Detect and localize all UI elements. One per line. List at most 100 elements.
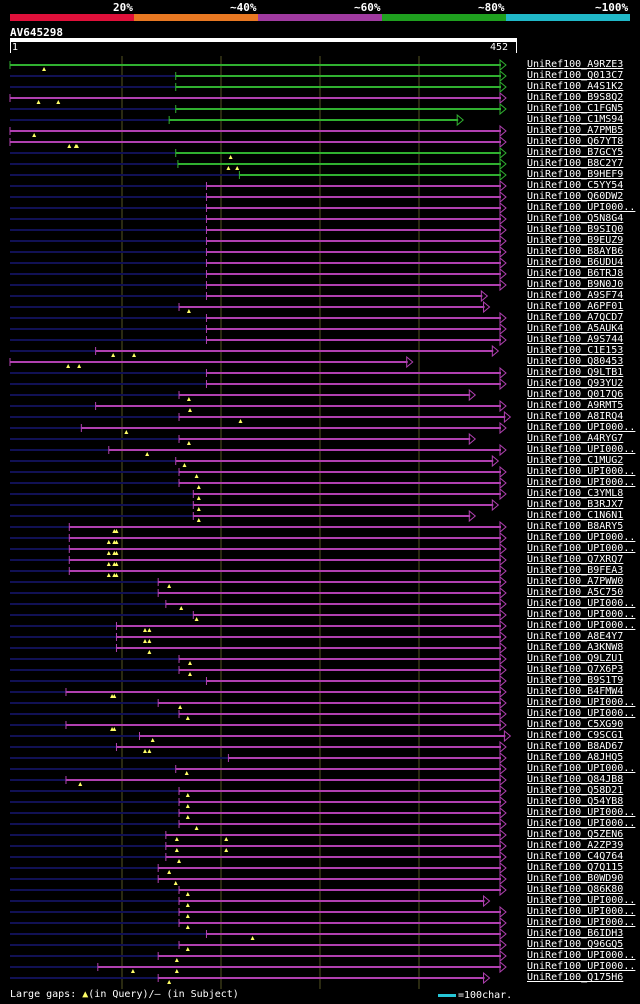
hit-arrowhead [503, 729, 512, 743]
hit-label-link[interactable]: UniRef100_B9SIQ0 [527, 224, 624, 235]
hit-label-link[interactable]: UniRef100_Q86K80 [527, 884, 624, 895]
hit-label-link[interactable]: UniRef100_UPI000.. [527, 807, 636, 818]
hit-label-link[interactable]: UniRef100_B7GCY5 [527, 147, 624, 158]
hit-label-link[interactable]: UniRef100_C1E153 [527, 345, 624, 356]
hit-label-link[interactable]: UniRef100_A4RYG7 [527, 433, 624, 444]
gap-triangle-icon [143, 639, 147, 643]
hit-label-link[interactable]: UniRef100_Q5N8G4 [527, 213, 624, 224]
hit-label-link[interactable]: UniRef100_UPI000.. [527, 532, 636, 543]
hit-label-link[interactable]: UniRef100_B8C2Y7 [527, 158, 624, 169]
hit-label-link[interactable]: UniRef100_B0WD90 [527, 873, 624, 884]
hit-label-link[interactable]: UniRef100_B8AYB6 [527, 246, 624, 257]
hit-label-link[interactable]: UniRef100_UPI000.. [527, 620, 636, 631]
hit-label-link[interactable]: UniRef100_A7PWW0 [527, 576, 624, 587]
hit-label-link[interactable]: UniRef100_B9HEF9 [527, 169, 624, 180]
hit-arrowhead [499, 487, 507, 501]
hit-label-link[interactable]: UniRef100_Q54YB8 [527, 796, 624, 807]
hit-label-link[interactable]: UniRef100_B9EUZ9 [527, 235, 624, 246]
hit-label-link[interactable]: UniRef100_Q84JB8 [527, 774, 624, 785]
hit-label-link[interactable]: UniRef100_A8IRQ4 [527, 411, 624, 422]
hit-arrowhead [499, 751, 507, 765]
hit-label-link[interactable]: UniRef100_Q93YU2 [527, 378, 624, 389]
hit-label-link[interactable]: UniRef100_UPI000.. [527, 697, 636, 708]
hit-label-link[interactable]: UniRef100_B4FMW4 [527, 686, 624, 697]
hit-arrowhead [499, 949, 507, 963]
hit-label-link[interactable]: UniRef100_C1N6N1 [527, 510, 624, 521]
hit-label-link[interactable]: UniRef100_C5XG90 [527, 719, 624, 730]
hit-label-link[interactable]: UniRef100_C1MUG2 [527, 455, 624, 466]
hit-arrowhead [499, 663, 507, 677]
hit-label-link[interactable]: UniRef100_A6PF01 [527, 301, 624, 312]
hit-label-link[interactable]: UniRef100_C1MS94 [527, 114, 624, 125]
hit-label-link[interactable]: UniRef100_Q013C7 [527, 70, 624, 81]
hit-label-link[interactable]: UniRef100_UPI000.. [527, 961, 636, 972]
hit-label-link[interactable]: UniRef100_UPI000.. [527, 917, 636, 928]
hit-label-link[interactable]: UniRef100_B6TRJ8 [527, 268, 624, 279]
hit-label-link[interactable]: UniRef100_A8JHQ5 [527, 752, 624, 763]
hit-arrowhead [499, 641, 507, 655]
hit-label-link[interactable]: UniRef100_C3YML8 [527, 488, 624, 499]
hit-label-link[interactable]: UniRef100_UPI000.. [527, 609, 636, 620]
hit-label-link[interactable]: UniRef100_UPI000.. [527, 202, 636, 213]
hit-label-link[interactable]: UniRef100_A9S744 [527, 334, 624, 345]
scale-legend: =100char. [438, 990, 512, 1001]
hit-label-link[interactable]: UniRef100_UPI000.. [527, 466, 636, 477]
hit-label-link[interactable]: UniRef100_A9RZE3 [527, 59, 624, 70]
hit-label-link[interactable]: UniRef100_B9FEA3 [527, 565, 624, 576]
hit-label-link[interactable]: UniRef100_A9SF74 [527, 290, 624, 301]
hit-label-link[interactable]: UniRef100_UPI000.. [527, 763, 636, 774]
hit-label-link[interactable]: UniRef100_UPI000.. [527, 477, 636, 488]
hit-arrowhead [499, 135, 507, 149]
hit-label-link[interactable]: UniRef100_UPI000.. [527, 543, 636, 554]
hit-label-link[interactable]: UniRef100_Q60DW2 [527, 191, 624, 202]
hit-label-link[interactable]: UniRef100_A4S1K2 [527, 81, 624, 92]
hit-label-link[interactable]: UniRef100_Q7Q115 [527, 862, 624, 873]
hit-label-link[interactable]: UniRef100_Q80453 [527, 356, 624, 367]
hit-arrowhead [499, 608, 507, 622]
hit-label-link[interactable]: UniRef100_C4Q764 [527, 851, 624, 862]
hit-label-link[interactable]: UniRef100_A2ZP39 [527, 840, 624, 851]
hit-label-link[interactable]: UniRef100_A5AUK4 [527, 323, 624, 334]
hit-label-link[interactable]: UniRef100_UPI000.. [527, 444, 636, 455]
hit-label-link[interactable]: UniRef100_Q96GQ5 [527, 939, 624, 950]
hit-label-link[interactable]: UniRef100_Q9LZU1 [527, 653, 624, 664]
hit-label-link[interactable]: UniRef100_Q5ZEN6 [527, 829, 624, 840]
hit-label-link[interactable]: UniRef100_B9S8Q2 [527, 92, 624, 103]
hit-label-link[interactable]: UniRef100_B3RJX7 [527, 499, 624, 510]
hit-arrowhead [499, 674, 507, 688]
hit-label-link[interactable]: UniRef100_Q017Q6 [527, 389, 624, 400]
hit-label-link[interactable]: UniRef100_A7QCD7 [527, 312, 624, 323]
hit-label-link[interactable]: UniRef100_A3KNW8 [527, 642, 624, 653]
hit-label-link[interactable]: UniRef100_B9S1T9 [527, 675, 624, 686]
hit-label-link[interactable]: UniRef100_B6IDH3 [527, 928, 624, 939]
hit-label-link[interactable]: UniRef100_UPI000.. [527, 895, 636, 906]
legend-bar-3 [382, 14, 506, 21]
hit-label-link[interactable]: UniRef100_B6UDU4 [527, 257, 624, 268]
hit-label-link[interactable]: UniRef100_C9SCG1 [527, 730, 624, 741]
hit-label-link[interactable]: UniRef100_A7PMB5 [527, 125, 624, 136]
hit-label-link[interactable]: UniRef100_UPI000.. [527, 950, 636, 961]
hit-label-link[interactable]: UniRef100_Q58D21 [527, 785, 624, 796]
hit-label-link[interactable]: UniRef100_UPI000.. [527, 818, 636, 829]
hit-label-link[interactable]: UniRef100_UPI000.. [527, 708, 636, 719]
hit-label-link[interactable]: UniRef100_Q9LTB1 [527, 367, 624, 378]
hit-label-link[interactable]: UniRef100_A5C750 [527, 587, 624, 598]
hit-label-link[interactable]: UniRef100_UPI000.. [527, 422, 636, 433]
gap-triangle-icon [238, 419, 243, 423]
hit-label-link[interactable]: UniRef100_A9RMT5 [527, 400, 624, 411]
hit-label-link[interactable]: UniRef100_B8ARY5 [527, 521, 624, 532]
hit-label-link[interactable]: UniRef100_B9N0J0 [527, 279, 624, 290]
hit-arrowhead [499, 652, 507, 666]
hit-arrowhead [499, 619, 507, 633]
hit-label-link[interactable]: UniRef100_UPI000.. [527, 906, 636, 917]
gap-triangle-icon [132, 353, 137, 357]
hit-label-link[interactable]: UniRef100_C1FGN5 [527, 103, 624, 114]
hit-label-link[interactable]: UniRef100_Q7X6P3 [527, 664, 624, 675]
hit-label-link[interactable]: UniRef100_Q175H6 [527, 972, 624, 983]
hit-label-link[interactable]: UniRef100_C5YY54 [527, 180, 624, 191]
hit-label-link[interactable]: UniRef100_B8AD67 [527, 741, 624, 752]
hit-label-link[interactable]: UniRef100_Q67YT8 [527, 136, 624, 147]
hit-label-link[interactable]: UniRef100_A8E4Y7 [527, 631, 624, 642]
hit-label-link[interactable]: UniRef100_UPI000.. [527, 598, 636, 609]
hit-label-link[interactable]: UniRef100_Q7XRQ7 [527, 554, 624, 565]
